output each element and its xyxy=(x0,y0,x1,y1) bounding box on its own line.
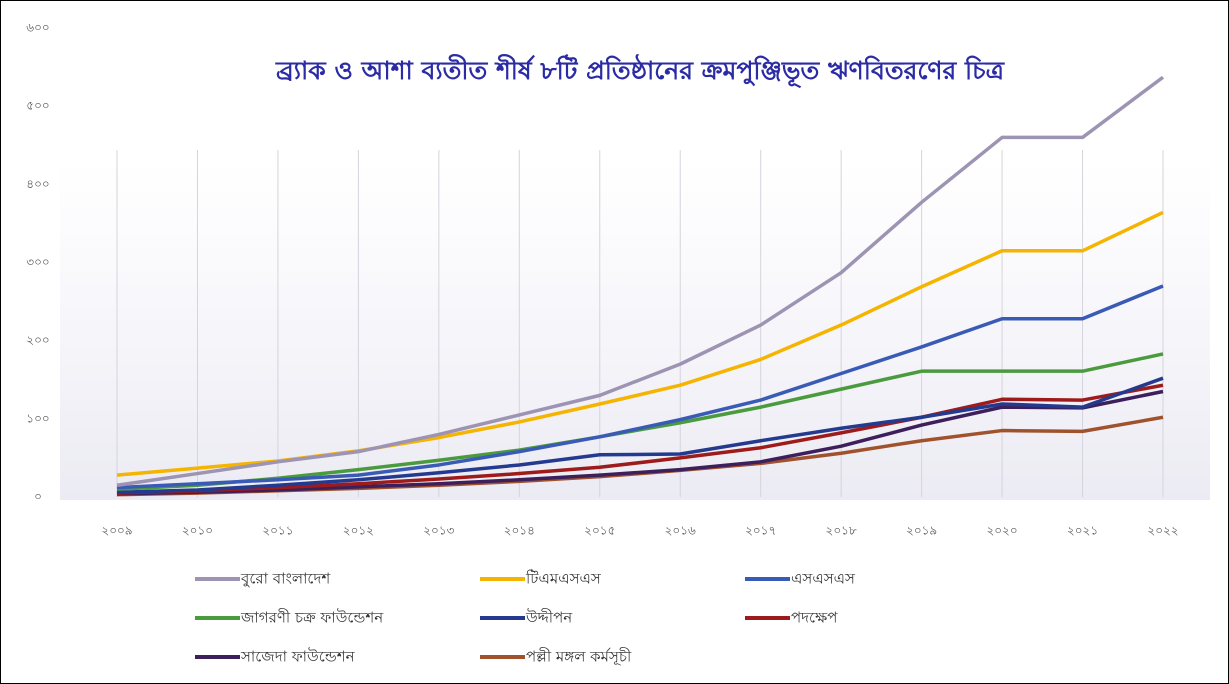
x-tick-label: ২০১২ xyxy=(343,524,374,538)
plot-background xyxy=(60,160,1210,500)
legend-label: বুরো বাংলাদেশ xyxy=(240,570,331,588)
legend-label: সাজেদা ফাউন্ডেশন xyxy=(240,648,356,666)
y-tick-label: ৬০০ xyxy=(26,21,49,35)
x-tick-label: ২০২২ xyxy=(1147,524,1178,538)
legend-label: পদক্ষেপ xyxy=(791,609,838,627)
legend-label: পল্লী মঙ্গল কর্মসূচী xyxy=(526,648,632,667)
legend-label: উদ্দীপন xyxy=(525,609,573,627)
legend-label: জাগরণী চক্র ফাউন্ডেশন xyxy=(240,609,384,627)
series-line xyxy=(116,376,1164,495)
chart-title: ব্র্যাক ও আশা ব্যতীত শীর্ষ ৮টি প্রতিষ্ঠা… xyxy=(275,54,1006,88)
series-line xyxy=(116,383,1164,495)
x-tick-label: ২০১১ xyxy=(262,524,293,538)
y-tick-label: ২০০ xyxy=(26,333,49,347)
x-tick-label: ২০০৯ xyxy=(101,524,132,538)
x-tick-label: ২০১৮ xyxy=(826,524,857,538)
x-tick-label: ২০১৩ xyxy=(423,524,454,538)
y-tick-label: ১০০ xyxy=(26,411,49,425)
x-tick-label: ২০২১ xyxy=(1067,524,1098,538)
x-tick-label: ২০১৬ xyxy=(665,524,696,538)
series-line xyxy=(116,284,1164,490)
series-line xyxy=(116,75,1165,488)
y-tick-label: ৩০০ xyxy=(26,255,49,269)
x-tick-label: ২০১৯ xyxy=(906,524,937,538)
y-tick-label: ৪০০ xyxy=(26,177,49,191)
legend-label: টিএমএসএস xyxy=(525,570,602,588)
y-tick-label: ৫০০ xyxy=(26,99,49,113)
x-tick-label: ২০২০ xyxy=(986,524,1017,538)
x-tick-label: ২০১৫ xyxy=(584,524,615,538)
x-tick-label: ২০১৭ xyxy=(745,524,776,538)
x-tick-label: ২০১৪ xyxy=(504,524,535,538)
x-tick-label: ২০১০ xyxy=(182,524,213,538)
legend-label: এসএসএস xyxy=(791,570,856,588)
y-tick-label: ০ xyxy=(34,490,42,504)
series-line xyxy=(116,389,1164,496)
